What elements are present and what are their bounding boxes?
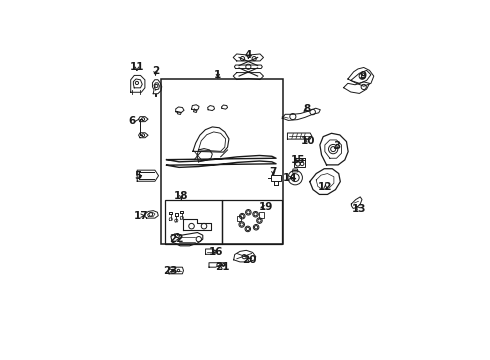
Bar [165,200,222,244]
Bar [222,200,282,244]
Text: 8: 8 [303,104,310,114]
Text: 12: 12 [318,183,333,192]
Text: 19: 19 [258,202,273,212]
Text: 22: 22 [169,234,184,244]
Bar [271,175,281,181]
Bar [161,79,283,244]
Bar [259,212,264,219]
Text: 14: 14 [283,173,297,183]
Text: 10: 10 [301,136,315,146]
Text: 15: 15 [291,155,305,165]
Text: 13: 13 [351,204,366,214]
Text: 17: 17 [133,211,148,221]
Text: 1: 1 [214,69,221,80]
Text: 16: 16 [208,247,223,257]
Text: 6: 6 [129,116,136,126]
Text: 21: 21 [216,262,230,272]
Text: 4: 4 [245,50,252,60]
Text: 18: 18 [174,191,189,201]
Text: 20: 20 [243,255,257,265]
Text: 5: 5 [134,171,142,181]
Bar [294,160,305,167]
Text: 3: 3 [333,141,341,151]
Text: 23: 23 [164,266,178,275]
Text: 7: 7 [270,167,277,177]
Text: 9: 9 [360,71,367,81]
Text: 2: 2 [152,67,159,76]
Text: 11: 11 [130,62,144,72]
Bar [237,216,241,221]
